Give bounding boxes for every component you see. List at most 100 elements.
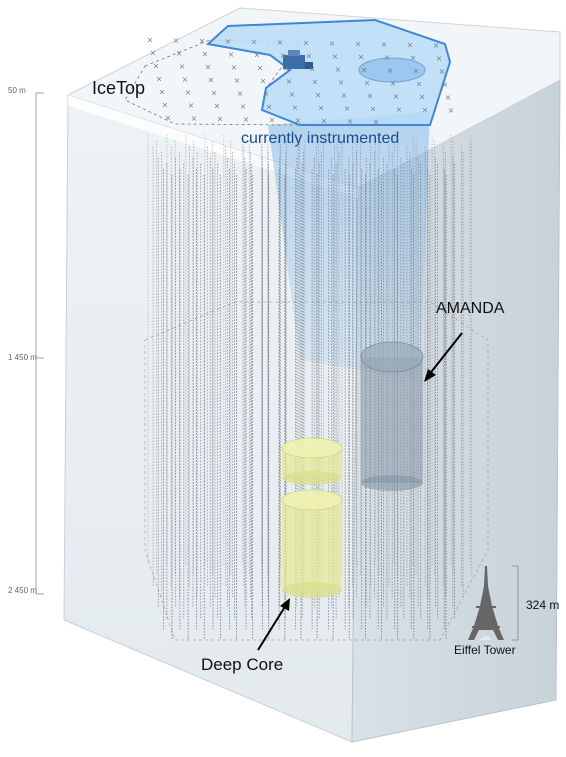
currently-instrumented-label: currently instrumented — [241, 130, 400, 147]
icetop-station — [439, 69, 445, 74]
icetop-station — [387, 68, 393, 73]
icetop-station — [410, 55, 416, 61]
depth-label-2450: 2 450 m — [8, 586, 37, 595]
icetop-station — [321, 118, 327, 124]
icetop-station — [416, 81, 422, 87]
icetop-station — [338, 80, 344, 85]
icetop-station — [442, 82, 448, 87]
icetop-station — [263, 91, 269, 97]
icetop-station — [329, 41, 335, 46]
icetop-station — [364, 80, 370, 86]
icetop-station — [396, 107, 402, 112]
icetop-station — [269, 117, 275, 123]
icetop-station — [347, 119, 353, 124]
icetop-station — [179, 64, 185, 69]
icetop-station — [205, 64, 211, 70]
icetop-station — [332, 54, 338, 59]
detector-volume-outline — [144, 301, 489, 641]
icetop-station — [176, 51, 182, 56]
icetop-station — [419, 94, 425, 100]
icetop-station — [202, 51, 208, 57]
icetop-station — [257, 65, 263, 71]
icetop-station — [159, 89, 165, 95]
icetop-station — [260, 78, 266, 84]
eiffel-tower-label: Eiffel Tower — [454, 643, 516, 657]
icetop-station — [315, 92, 321, 98]
icetop-station — [384, 55, 390, 60]
icetop-station — [433, 43, 439, 48]
icetop-station — [309, 66, 315, 72]
eiffel-tower-icon — [468, 566, 504, 640]
icetop-station — [318, 105, 324, 111]
icetop-station — [188, 103, 194, 108]
icetop-station — [217, 116, 223, 122]
ice-lab-building — [283, 50, 313, 69]
icetop-station — [436, 56, 442, 61]
eiffel-height-label: 324 m — [526, 598, 560, 612]
icetop-station — [361, 67, 367, 73]
icetop-station — [306, 53, 312, 59]
icetop-station — [191, 116, 197, 121]
icetop-station — [341, 93, 347, 98]
depth-scale — [35, 92, 44, 595]
icetop-station — [312, 79, 318, 85]
icetop-station — [243, 117, 249, 122]
icetop-station — [358, 54, 364, 60]
icetop-station — [303, 40, 309, 46]
deep-core-arrow — [257, 598, 290, 651]
eiffel-height-bracket — [512, 565, 519, 641]
icetop-station — [344, 106, 350, 111]
icetop-station — [266, 104, 272, 110]
icetop-station — [251, 39, 257, 45]
deep-core-cylinder-lower — [281, 489, 343, 598]
icetop-station — [153, 63, 159, 69]
amanda-cylinder — [360, 341, 424, 491]
icetop-station — [254, 52, 260, 58]
icetop-station — [373, 119, 379, 125]
icetop-station — [393, 94, 399, 99]
amanda-label: AMANDA — [436, 300, 505, 317]
icetop-station — [289, 92, 295, 97]
icetop-station — [370, 106, 376, 112]
icetop-station — [286, 79, 292, 84]
deep-core-cylinder-upper — [281, 437, 343, 485]
icetop-station — [422, 107, 428, 113]
icetop-label: IceTop — [92, 78, 146, 98]
icetop-station — [381, 42, 387, 47]
icetop-station — [150, 50, 156, 56]
icetop-station — [162, 102, 168, 108]
icetop-station — [277, 40, 283, 45]
icetop-station — [225, 39, 231, 44]
icetop-station — [156, 76, 162, 82]
icetop-station — [211, 90, 217, 96]
deep-core-label: Deep Core — [201, 655, 284, 674]
depth-label-50: 50 m — [8, 86, 26, 95]
icetop-station — [367, 93, 373, 99]
icetop-station — [280, 53, 286, 58]
amanda-arrow — [424, 332, 463, 382]
icetop-station — [390, 81, 396, 86]
icetop-station — [185, 90, 191, 95]
icetop-station — [228, 52, 234, 57]
icetop-station — [147, 37, 153, 43]
icetop-station — [173, 38, 179, 43]
icetop-station — [283, 66, 289, 71]
icetop-station — [199, 38, 205, 44]
icetop-station — [355, 41, 361, 47]
icetop-station — [448, 108, 454, 113]
icetop-station — [182, 77, 188, 82]
icetop-station — [231, 65, 237, 70]
icetop-stations — [147, 37, 454, 125]
icetop-station — [208, 77, 214, 83]
icetop-station — [445, 95, 451, 100]
icetop-station — [214, 103, 220, 109]
icetop-station — [240, 104, 246, 109]
icetop-station — [413, 68, 419, 74]
icetop-station — [407, 42, 413, 48]
icetop-station — [165, 115, 171, 121]
icetop-station — [335, 67, 341, 72]
icetop-station — [234, 78, 240, 83]
icetop-station — [237, 91, 243, 96]
